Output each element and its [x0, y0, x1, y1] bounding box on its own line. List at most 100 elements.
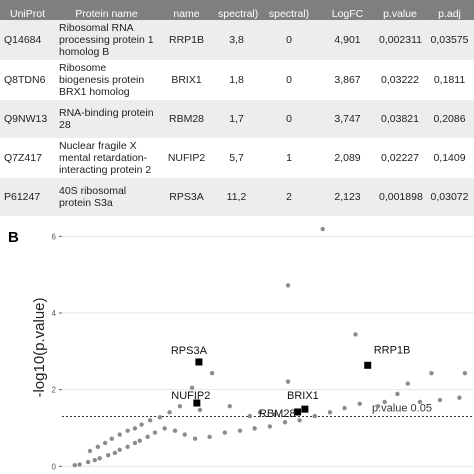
table-cell: NUFIP2 [167, 152, 206, 164]
point [285, 379, 291, 384]
point [117, 447, 122, 453]
point [87, 448, 93, 454]
table-cell: 0 [258, 20, 320, 60]
table-cell: 0,2086 [425, 100, 474, 138]
table-cell: 0,03222 [381, 74, 419, 86]
table-cell: 2 [258, 178, 320, 216]
table-cell: 0,02227 [381, 152, 419, 164]
point [147, 418, 153, 423]
table-cell: 1,7 [215, 100, 258, 138]
point [353, 332, 358, 337]
point [429, 370, 434, 376]
point [95, 444, 101, 449]
point [197, 407, 203, 413]
point [327, 410, 333, 415]
point [252, 426, 257, 431]
y-tick-label: 4 [52, 309, 57, 318]
point-label: RPS3A [171, 345, 208, 357]
point [457, 395, 462, 400]
table-cell: Q8TDN6 [4, 74, 46, 86]
table-cell: 4,901 [320, 20, 375, 60]
point [257, 410, 263, 415]
point [189, 385, 195, 390]
highlight-point [193, 399, 201, 407]
point [285, 283, 291, 288]
point [267, 424, 273, 429]
y-tick-label: 0 [52, 462, 57, 471]
column-header: Protein name [55, 0, 158, 20]
point [417, 399, 423, 405]
column-header: spectral) [258, 0, 320, 20]
point [312, 413, 317, 419]
table-cell: P61247 [0, 178, 55, 216]
point [172, 428, 178, 433]
point [77, 462, 82, 467]
point [209, 370, 215, 376]
table-cell: Nuclear fragile X mental retardation-int… [59, 140, 152, 176]
point [182, 432, 187, 437]
table-cell: 1 [286, 152, 292, 164]
column-header: p.adj [425, 0, 474, 20]
point [137, 438, 142, 443]
point [357, 401, 362, 407]
highlight-point [301, 405, 309, 413]
table-row: Q14684 Ribosomal RNA processing protein 1… [0, 20, 474, 60]
point [102, 440, 108, 446]
point [247, 413, 252, 419]
point [272, 412, 277, 417]
point [405, 381, 410, 386]
table-cell: 0 [258, 100, 320, 138]
table-row: Q7Z417 Nuclear fragile X mental retardati… [0, 138, 474, 178]
point [437, 397, 443, 403]
table-cell: 11,2 [215, 178, 258, 216]
table-cell: BRIX1 [171, 74, 202, 86]
point-label: NUFIP2 [171, 390, 210, 402]
point [382, 399, 387, 405]
point [112, 450, 118, 456]
column-header: name [158, 0, 215, 20]
column-header: spectral) [215, 0, 258, 20]
table-row: Q8TDN6 Ribosome biogenesis protein BRX1 h… [0, 60, 474, 100]
point [162, 426, 167, 431]
point-label: RBM28 [259, 408, 296, 420]
table-cell: 40S ribosomal protein S3a [55, 178, 158, 216]
point [85, 459, 91, 465]
point [157, 415, 163, 420]
point [132, 440, 138, 446]
table-cell: 0,001898 [375, 178, 425, 216]
table-cell: 3,867 [334, 74, 361, 86]
point [462, 370, 468, 376]
point [139, 422, 144, 427]
point [207, 434, 212, 440]
protein-table: UniProt Protein name name spectral) spectral… [0, 0, 474, 216]
point [125, 428, 130, 433]
point [109, 436, 115, 441]
point [152, 430, 158, 435]
table-cell: Q7Z417 [4, 152, 42, 164]
point [132, 426, 138, 431]
point [97, 456, 102, 461]
point [282, 420, 288, 425]
threshold-label: p.value 0.05 [372, 402, 432, 414]
table-cell: 2,089 [334, 152, 361, 164]
table-cell: 3,747 [320, 100, 375, 138]
table-cell: Ribosomal RNA processing protein 1 homol… [55, 20, 158, 60]
highlight-point [195, 358, 203, 366]
table-cell: 2,123 [320, 178, 375, 216]
point [92, 458, 98, 463]
point [395, 391, 400, 397]
point [145, 434, 150, 440]
table-cell: RBM28 [158, 100, 215, 138]
point-label: RRP1B [374, 344, 411, 356]
table-cell: 1,8 [229, 74, 244, 86]
column-header: p.value [375, 0, 425, 20]
table-cell: 0,03575 [425, 20, 474, 60]
y-tick-label: 2 [52, 386, 57, 395]
point-label: BRIX1 [287, 390, 319, 402]
point [105, 453, 111, 458]
table-cell: Ribosome biogenesis protein BRX1 homolog [59, 62, 145, 98]
table-row: Q9NW13 RNA-binding protein 28 RBM28 1,7 0 3,7… [0, 100, 474, 138]
table-cell: 0,03821 [375, 100, 425, 138]
table-cell: 5,7 [229, 152, 244, 164]
